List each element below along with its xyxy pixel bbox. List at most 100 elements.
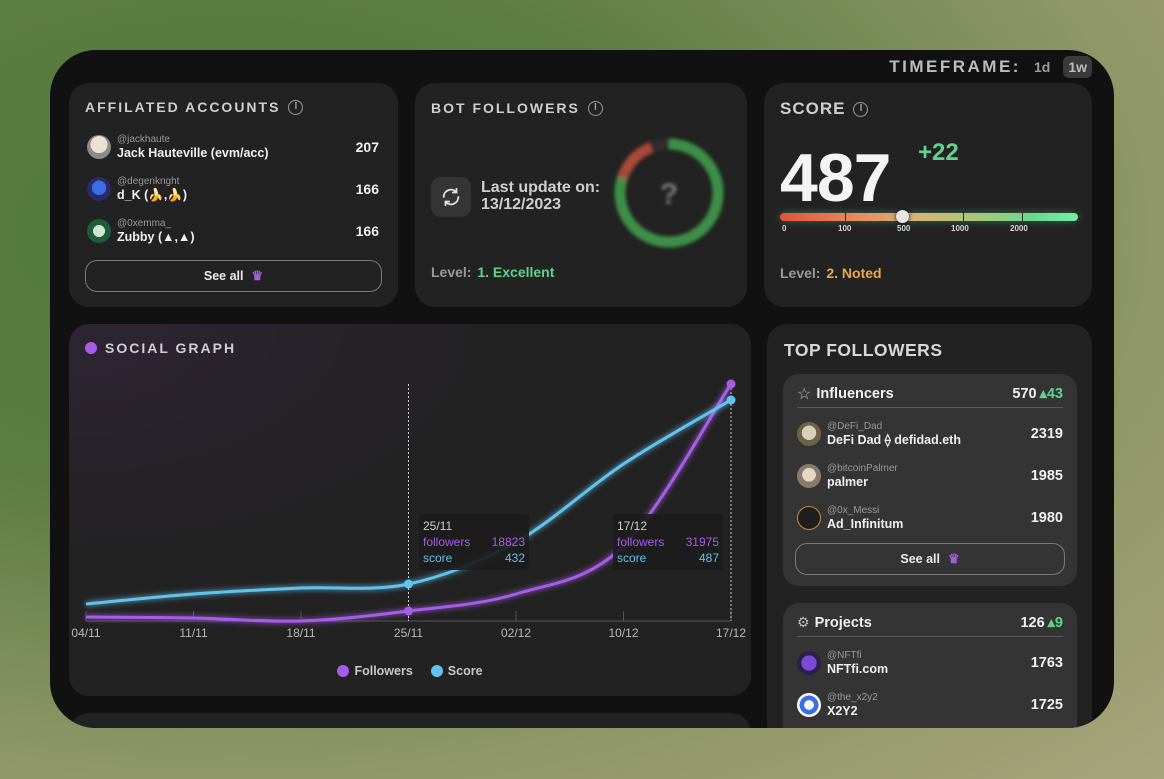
ring-question-mark: ? bbox=[660, 178, 678, 211]
follower-name: DeFi Dad ⟠ defidad.eth bbox=[827, 432, 961, 447]
account-value: 166 bbox=[355, 181, 379, 197]
tooltip-followers-value: 18823 bbox=[491, 535, 525, 549]
x-tick-label: 10/12 bbox=[608, 626, 639, 640]
follower-value: 1985 bbox=[1030, 468, 1063, 484]
scale-tick bbox=[845, 211, 846, 221]
tooltip-score-value: 487 bbox=[698, 551, 719, 565]
avatar bbox=[797, 651, 821, 675]
info-icon[interactable]: i bbox=[587, 100, 603, 116]
tooltip-followers-label: followers bbox=[423, 535, 471, 549]
affiliated-account-row[interactable]: @jackhaute Jack Hauteville (evm/acc) 207 bbox=[87, 130, 379, 164]
follower-row[interactable]: @bitcoinPalmer palmer 1985 bbox=[797, 459, 1063, 493]
info-icon[interactable]: i bbox=[288, 99, 304, 115]
bot-level-label: Level: bbox=[431, 264, 472, 280]
star-icon: ☆ bbox=[797, 385, 812, 403]
bot-followers-ring: ? bbox=[614, 138, 724, 248]
account-name: Zubby (▲,▲) bbox=[117, 229, 195, 244]
follower-handle: @DeFi_Dad bbox=[827, 420, 883, 432]
social-graph-card: SOCIAL GRAPH 25/11 followers 18823 score 4… bbox=[69, 324, 751, 696]
last-update-label: Last update on: bbox=[481, 179, 601, 196]
account-value: 166 bbox=[355, 223, 379, 239]
bot-level-value: 1. Excellent bbox=[477, 264, 555, 280]
follower-value: 1763 bbox=[1030, 655, 1063, 671]
timeframe-1w-button[interactable]: 1w bbox=[1063, 56, 1092, 78]
follower-value: 1980 bbox=[1030, 510, 1063, 526]
timeframe-selector: TIMEFRAME: 1d 1w bbox=[889, 56, 1092, 78]
chart-tooltip: 17/12 followers 31975 score 487 bbox=[613, 514, 723, 570]
refresh-button[interactable] bbox=[431, 177, 471, 217]
tooltip-followers-value: 31975 bbox=[685, 535, 719, 549]
follower-value: 2319 bbox=[1030, 426, 1063, 442]
x-tick-label: 04/11 bbox=[71, 626, 101, 640]
avatar bbox=[87, 219, 111, 243]
see-all-label: See all bbox=[203, 269, 244, 283]
top-followers-card: TOP FOLLOWERS ☆ Influencers 570 ▴43 @DeF… bbox=[767, 324, 1092, 728]
scale-tick bbox=[963, 211, 964, 221]
affiliated-account-row[interactable]: @0xemma_ Zubby (▲,▲) 166 bbox=[87, 214, 379, 248]
crown-icon: ♛ bbox=[947, 551, 960, 566]
projects-title: Projects bbox=[814, 614, 872, 631]
bot-followers-title: BOT FOLLOWERS bbox=[431, 100, 580, 116]
avatar bbox=[797, 693, 821, 717]
legend-score[interactable]: Score bbox=[430, 664, 483, 678]
affiliated-account-row[interactable]: @degenknght d_K (🍌,🍌) 166 bbox=[87, 172, 379, 206]
projects-panel: ⚙ Projects 126 ▴9 @NFTfi NFTfi.com 1763 … bbox=[783, 603, 1077, 728]
top-followers-title: TOP FOLLOWERS bbox=[784, 340, 943, 360]
account-name: d_K (🍌,🍌) bbox=[117, 187, 188, 202]
refresh-icon bbox=[442, 187, 460, 207]
next-card-partial bbox=[69, 713, 751, 728]
follower-row[interactable]: @0x_Messi Ad_Infinitum 1980 bbox=[797, 501, 1063, 535]
score-point[interactable] bbox=[726, 395, 736, 405]
scale-label: 100 bbox=[838, 224, 852, 233]
scale-label: 500 bbox=[897, 224, 911, 233]
tooltip-score-value: 432 bbox=[504, 551, 525, 565]
x-tick-label: 25/11 bbox=[393, 626, 424, 640]
social-graph-chart bbox=[85, 379, 736, 623]
account-handle: @0xemma_ bbox=[117, 217, 172, 229]
avatar bbox=[87, 177, 111, 201]
legend-score-dot bbox=[430, 665, 443, 677]
last-update-date: 13/12/2023 bbox=[481, 196, 562, 213]
x-tick-label: 17/12 bbox=[715, 626, 747, 640]
x-tick-label: 02/12 bbox=[500, 626, 532, 640]
score-knob bbox=[896, 210, 909, 223]
followers-point[interactable] bbox=[726, 379, 736, 389]
scale-label: 2000 bbox=[1010, 224, 1028, 233]
score-level-label: Level: bbox=[780, 265, 821, 281]
account-handle: @degenknght bbox=[117, 175, 180, 187]
follower-name: Ad_Infinitum bbox=[827, 516, 904, 531]
account-handle: @jackhaute bbox=[117, 133, 170, 145]
timeframe-1d-button[interactable]: 1d bbox=[1033, 59, 1051, 75]
follower-row[interactable]: @NFTfi NFTfi.com 1763 bbox=[797, 646, 1063, 680]
info-icon[interactable]: i bbox=[853, 101, 869, 117]
avatar bbox=[797, 464, 821, 488]
follower-handle: @0x_Messi bbox=[827, 504, 880, 516]
influencers-title: Influencers bbox=[816, 385, 894, 402]
follower-row[interactable]: @the_x2y2 X2Y2 1725 bbox=[797, 688, 1063, 722]
followers-point[interactable] bbox=[404, 606, 413, 616]
follower-handle: @NFTfi bbox=[827, 649, 862, 661]
account-name: Jack Hauteville (evm/acc) bbox=[117, 145, 269, 160]
account-value: 207 bbox=[355, 139, 379, 155]
legend-score-label: Score bbox=[447, 664, 483, 678]
tooltip-score-label: score bbox=[423, 551, 453, 565]
tooltip-date: 17/12 bbox=[617, 519, 648, 533]
avatar bbox=[797, 422, 821, 446]
follower-row[interactable]: @DeFi_Dad DeFi Dad ⟠ defidad.eth 2319 bbox=[797, 417, 1063, 451]
tooltip-followers-label: followers bbox=[617, 535, 665, 549]
score-point[interactable] bbox=[404, 579, 413, 589]
score-card: SCORE i 487 +22 0 100 500 1000 2000 Leve… bbox=[764, 83, 1092, 307]
x-tick-label: 11/11 bbox=[179, 626, 208, 640]
follower-value: 1725 bbox=[1030, 697, 1063, 713]
see-all-label: See all bbox=[900, 552, 940, 566]
follower-name: NFTfi.com bbox=[827, 661, 889, 676]
score-level-value: 2. Noted bbox=[826, 265, 882, 281]
projects-delta: ▴9 bbox=[1047, 614, 1063, 631]
score-level: Level: 2. Noted bbox=[780, 265, 882, 281]
score-title: SCORE bbox=[780, 99, 846, 118]
legend-followers[interactable]: Followers bbox=[337, 664, 413, 678]
see-all-button[interactable]: See all ♛ bbox=[795, 543, 1065, 575]
last-update-text: Last update on: 13/12/2023 bbox=[481, 179, 600, 213]
see-all-button[interactable]: See all ♛ bbox=[85, 260, 382, 292]
tooltip-date: 25/11 bbox=[423, 519, 453, 533]
